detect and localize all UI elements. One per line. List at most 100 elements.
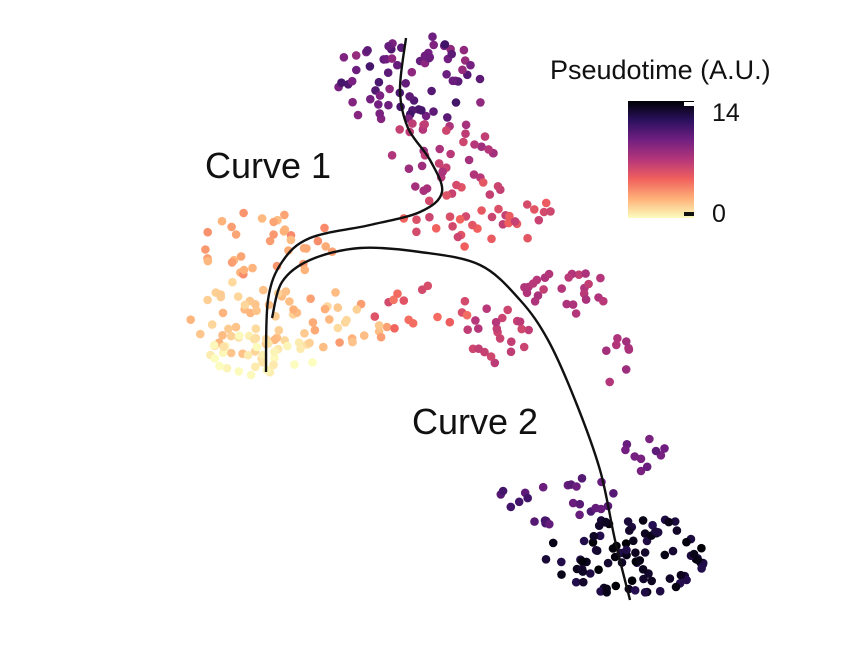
legend-title: Pseudotime (A.U.)	[550, 55, 771, 85]
cell-point	[482, 304, 492, 314]
cell-point	[442, 191, 451, 200]
cell-point	[352, 305, 362, 314]
cell-point	[209, 341, 219, 350]
cell-point	[370, 312, 380, 321]
cell-point	[462, 310, 472, 320]
cell-point	[601, 517, 611, 527]
cell-point	[539, 285, 548, 294]
cell-point	[523, 233, 532, 243]
cell-point	[455, 215, 465, 224]
cell-point	[469, 170, 479, 179]
cell-point	[236, 252, 246, 261]
cell-point	[589, 531, 599, 541]
cell-point	[313, 236, 323, 246]
cell-point	[319, 342, 328, 352]
cell-point	[252, 306, 261, 316]
cell-point	[494, 204, 503, 214]
cell-point	[248, 263, 257, 273]
cell-point	[602, 346, 611, 356]
cell-point	[613, 334, 622, 343]
cell-point	[568, 498, 578, 508]
cell-point	[217, 216, 227, 226]
cell-point	[544, 269, 554, 279]
cell-point	[218, 331, 227, 340]
cell-point	[638, 516, 648, 525]
cell-point	[420, 120, 430, 129]
cell-point	[269, 217, 278, 227]
cell-point	[203, 227, 212, 237]
cell-point	[348, 97, 357, 107]
cell-point	[459, 137, 468, 147]
cell-point	[474, 344, 483, 354]
cell-point	[442, 70, 451, 79]
cell-point	[374, 321, 384, 330]
cell-point	[451, 98, 461, 107]
cell-point	[405, 92, 414, 101]
cell-point	[353, 110, 363, 120]
cell-point	[320, 304, 330, 314]
cell-point	[515, 317, 525, 327]
cell-point	[627, 576, 637, 585]
cell-point	[621, 365, 631, 374]
cell-point	[625, 526, 634, 535]
cell-point	[384, 100, 393, 110]
cell-point	[290, 360, 299, 369]
cell-point	[596, 273, 605, 283]
cell-point	[530, 297, 540, 306]
cell-point	[671, 582, 681, 592]
cell-point	[506, 502, 516, 512]
cell-point	[387, 54, 397, 63]
cell-point	[269, 230, 278, 239]
colorbar	[628, 101, 694, 218]
cell-point	[670, 517, 680, 526]
curve-2-label: Curve 2	[412, 401, 538, 442]
cell-point	[352, 65, 361, 75]
cell-point	[427, 86, 436, 96]
cell-point	[286, 235, 296, 245]
cell-point	[487, 234, 496, 244]
cell-point	[366, 94, 375, 104]
cell-point	[429, 107, 438, 116]
cell-point	[417, 106, 426, 115]
cell-point	[435, 144, 445, 154]
colorbar-legend: Pseudotime (A.U.) 14 0	[550, 55, 771, 228]
cell-point	[571, 309, 581, 318]
cell-point	[210, 354, 220, 363]
cell-point	[251, 362, 260, 372]
cell-point	[382, 322, 392, 332]
cell-point	[270, 335, 279, 345]
cell-point	[412, 215, 421, 224]
cell-point	[438, 167, 447, 177]
cell-point	[581, 295, 591, 304]
cell-point	[320, 223, 329, 233]
cell-point	[624, 345, 634, 354]
cell-point	[219, 342, 228, 352]
cell-point	[421, 111, 431, 121]
cell-point	[458, 65, 467, 75]
cell-point	[485, 190, 495, 199]
cell-point	[325, 315, 334, 324]
cell-point	[428, 32, 437, 41]
cell-point	[470, 140, 479, 149]
cell-point	[676, 570, 686, 580]
cell-point	[506, 347, 516, 357]
cell-point	[422, 184, 432, 193]
cell-point	[305, 338, 314, 348]
cell-point	[528, 279, 538, 288]
cell-point	[440, 40, 450, 49]
cell-point	[226, 348, 236, 358]
cell-point	[453, 232, 463, 242]
cell-point	[538, 482, 548, 492]
cell-point	[546, 207, 555, 216]
cell-point	[495, 334, 505, 343]
cell-point	[235, 331, 244, 340]
cell-point	[300, 265, 310, 275]
cell-point	[584, 279, 593, 289]
cell-point	[408, 319, 418, 328]
cell-point	[224, 324, 233, 334]
cell-point	[594, 521, 604, 530]
cell-point	[548, 538, 558, 548]
cell-point	[602, 588, 611, 597]
cell-point	[434, 159, 444, 168]
cell-point	[640, 588, 650, 597]
